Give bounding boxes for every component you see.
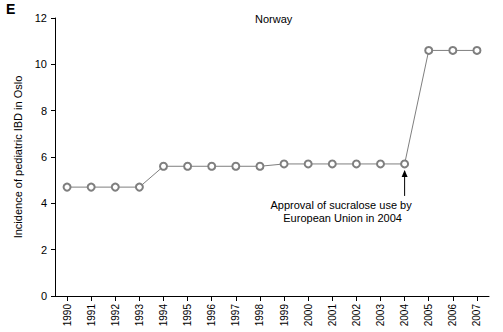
svg-text:10: 10 bbox=[35, 58, 47, 70]
svg-text:1997: 1997 bbox=[230, 304, 241, 327]
svg-text:2: 2 bbox=[41, 244, 47, 256]
svg-text:1999: 1999 bbox=[279, 304, 290, 327]
svg-text:8: 8 bbox=[41, 105, 47, 117]
svg-text:1995: 1995 bbox=[182, 304, 193, 327]
svg-text:2007: 2007 bbox=[471, 304, 482, 327]
svg-text:1991: 1991 bbox=[86, 304, 97, 327]
svg-text:2000: 2000 bbox=[303, 304, 314, 327]
svg-text:Norway: Norway bbox=[255, 13, 293, 25]
svg-text:2003: 2003 bbox=[375, 304, 386, 327]
svg-text:Approval of sucralose use by: Approval of sucralose use by bbox=[270, 199, 414, 211]
svg-text:1998: 1998 bbox=[254, 304, 265, 327]
svg-text:4: 4 bbox=[41, 197, 47, 209]
svg-text:1996: 1996 bbox=[206, 304, 217, 327]
svg-text:E: E bbox=[6, 1, 15, 17]
svg-text:European Union in 2004: European Union in 2004 bbox=[283, 212, 402, 224]
svg-text:2006: 2006 bbox=[447, 304, 458, 327]
svg-text:1994: 1994 bbox=[158, 304, 169, 327]
svg-text:Incidence of pediatric IBD in: Incidence of pediatric IBD in Oslo bbox=[12, 76, 24, 239]
svg-text:2001: 2001 bbox=[327, 304, 338, 327]
svg-text:1992: 1992 bbox=[110, 304, 121, 327]
svg-text:6: 6 bbox=[41, 151, 47, 163]
svg-text:2002: 2002 bbox=[351, 304, 362, 327]
svg-text:1990: 1990 bbox=[62, 304, 73, 327]
svg-text:1993: 1993 bbox=[134, 304, 145, 327]
svg-text:2005: 2005 bbox=[423, 304, 434, 327]
svg-text:0: 0 bbox=[41, 290, 47, 302]
svg-text:12: 12 bbox=[35, 12, 47, 24]
svg-text:2004: 2004 bbox=[399, 304, 410, 327]
